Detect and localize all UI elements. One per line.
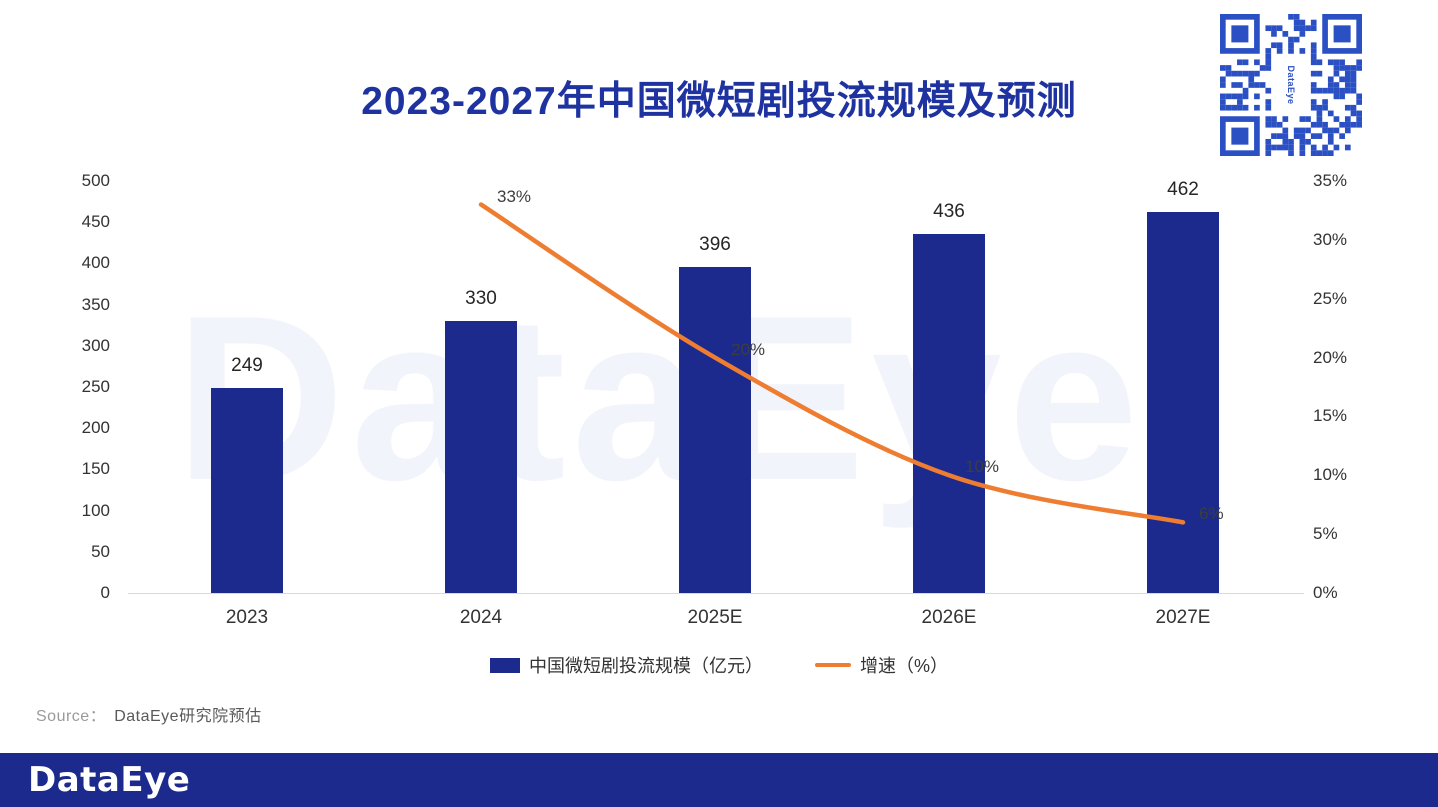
source-note: Source： DataEye研究院预估 [36, 702, 262, 726]
legend-line-swatch [814, 663, 851, 667]
background-watermark: DataEye [175, 266, 1145, 529]
left-axis-tick-label: 400 [81, 253, 110, 273]
right-axis-tick-label: 20% [1313, 347, 1348, 367]
line-point-label: 33% [497, 186, 532, 206]
x-axis-category-label: 2026E [921, 607, 977, 628]
source-text: DataEye研究院预估 [114, 708, 262, 725]
bar-value-label: 330 [465, 288, 497, 310]
line-point-label: 6% [1199, 504, 1224, 524]
x-axis-category-label: 2023 [225, 607, 269, 628]
left-axis-tick-label: 50 [91, 541, 110, 561]
left-axis-tick-label: 500 [81, 171, 110, 190]
source-prefix: Source： [36, 708, 107, 725]
left-axis-tick-label: 200 [81, 418, 110, 438]
legend-item: 中国微短剧投流规模（亿元） [489, 652, 763, 678]
right-axis-tick-label: 30% [1313, 229, 1348, 249]
x-axis-line [128, 593, 1304, 594]
left-axis-tick-label: 300 [81, 335, 110, 355]
x-axis-category-label: 2024 [459, 607, 503, 628]
qr-center-logo: DataEye [1283, 58, 1299, 112]
left-axis-tick-label: 350 [81, 294, 110, 314]
legend-label: 增速（%） [859, 656, 948, 676]
bar-2023 [211, 387, 283, 593]
qr-code: DataEye [1220, 14, 1362, 156]
legend-item: 增速（%） [814, 652, 948, 678]
chart-title: 2023-2027年中国微短剧投流规模及预测 [361, 80, 1077, 124]
bar-2025E [679, 266, 751, 593]
left-axis-tick-label: 250 [81, 377, 110, 396]
left-axis-tick-label: 100 [81, 500, 110, 520]
left-axis-tick-label: 150 [81, 459, 110, 479]
right-axis-tick-label: 25% [1313, 288, 1348, 308]
footer-logo: DataEye [28, 760, 191, 800]
right-axis-tick-label: 10% [1313, 465, 1348, 485]
footer-bar: DataEye [0, 753, 1438, 807]
right-axis-tick-label: 15% [1313, 406, 1348, 426]
qr-code-pattern [1220, 14, 1362, 156]
right-axis-tick-label: 35% [1313, 171, 1348, 190]
line-point-label: 10% [965, 457, 1000, 477]
line-point-label: 20% [731, 339, 766, 359]
left-axis-tick-label: 450 [81, 212, 110, 232]
chart-legend: 中国微短剧投流规模（亿元） 增速（%） [0, 652, 1438, 678]
x-axis-category-label: 2027E [1155, 607, 1211, 628]
bar-2027E [1147, 212, 1219, 593]
bar-value-label: 396 [699, 233, 731, 255]
bar-value-label: 462 [1167, 179, 1199, 201]
right-axis-tick-label: 0% [1313, 583, 1338, 602]
legend-bar-swatch [489, 657, 520, 673]
right-axis-tick-label: 5% [1313, 524, 1338, 544]
left-axis-tick-label: 0 [100, 583, 110, 602]
bar-value-label: 249 [231, 354, 263, 376]
legend-label: 中国微短剧投流规模（亿元） [528, 656, 763, 676]
bar-2026E [913, 233, 985, 593]
x-axis-category-label: 2025E [687, 607, 743, 628]
bar-2024 [445, 321, 517, 593]
bar-value-label: 436 [933, 200, 965, 222]
